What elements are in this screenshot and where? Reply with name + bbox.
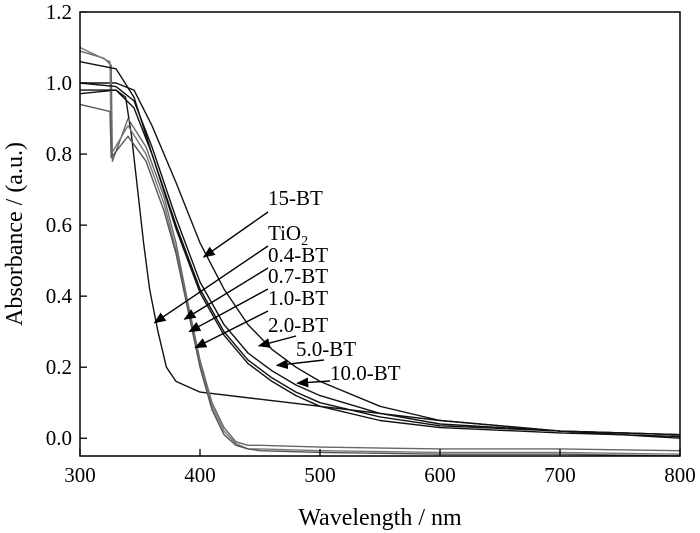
y-tick-label: 1.2	[46, 0, 72, 24]
x-tick-label: 400	[184, 463, 216, 487]
y-tick-label: 0.2	[46, 355, 72, 379]
series-annotation-label: 10.0-BT	[330, 361, 401, 385]
annotation-arrow	[194, 310, 269, 349]
series-annotation-label: 5.0-BT	[296, 337, 356, 361]
series-annotation-label: 2.0-BT	[268, 313, 328, 337]
x-tick-label: 300	[64, 463, 96, 487]
series-annotation-label: 0.4-BT	[268, 243, 328, 267]
x-axis-title: Wavelength / nm	[298, 505, 462, 531]
x-tick-label: 600	[424, 463, 456, 487]
series-line-0	[80, 82, 681, 436]
plot-frame	[79, 11, 681, 457]
annotation-arrow	[153, 245, 269, 324]
y-tick-label: 0.6	[46, 213, 72, 237]
annotation-arrow	[275, 359, 325, 370]
x-tick-label: 800	[664, 463, 696, 487]
y-tick-label: 1.0	[46, 71, 72, 95]
annotation-arrow	[188, 288, 269, 333]
y-tick-label: 0.4	[46, 284, 73, 308]
x-tick-label: 500	[304, 463, 336, 487]
y-axis-title: Absorbance / (a.u.)	[2, 142, 28, 326]
annotation-arrow	[257, 335, 297, 348]
series-line-7	[79, 61, 681, 438]
series-line-3	[79, 46, 681, 455]
y-tick-label: 0.8	[46, 142, 72, 166]
series-annotation-label: 0.7-BT	[268, 264, 328, 288]
series-line-6	[80, 89, 681, 436]
series-line-4	[79, 103, 681, 457]
series-line-1	[79, 89, 681, 439]
series-annotation-label: 1.0-BT	[268, 286, 328, 310]
series-annotation-label: 15-BT	[268, 186, 323, 210]
y-tick-label: 0.0	[46, 426, 72, 450]
x-tick-label: 700	[544, 463, 576, 487]
annotation-arrow	[183, 267, 269, 320]
annotation-arrow	[296, 377, 331, 388]
series-line-2	[79, 50, 681, 452]
annotation-arrow	[202, 211, 269, 258]
